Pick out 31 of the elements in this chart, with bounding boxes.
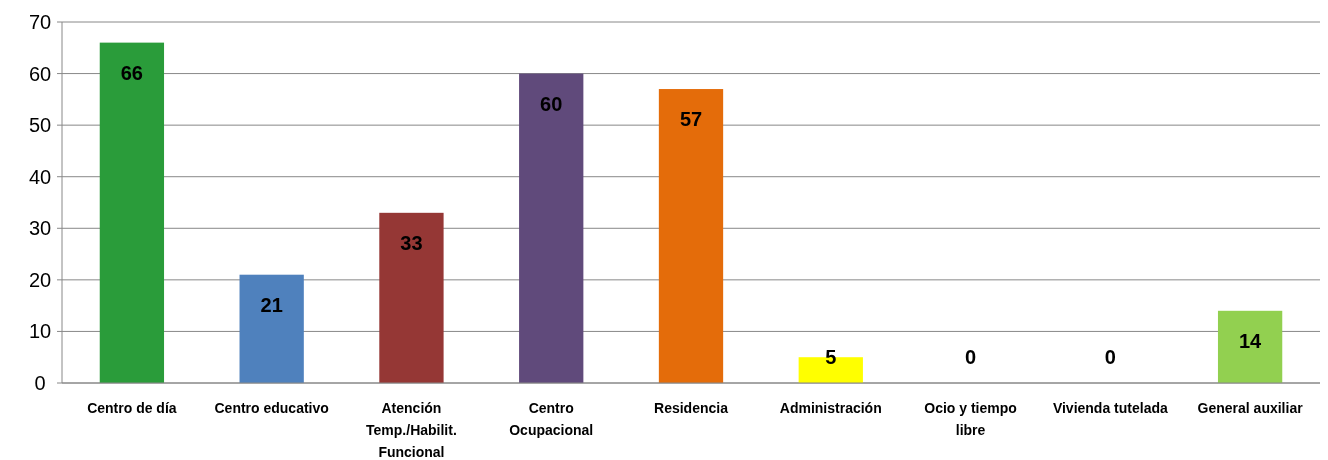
x-tick-label: Residencia	[654, 399, 729, 416]
y-tick-label: 70	[28, 11, 52, 33]
y-tick-label: 40	[28, 165, 52, 188]
data-label: 21	[260, 293, 283, 316]
x-tick-label: Centro Ocupacional	[509, 399, 594, 438]
y-tick-label: 20	[28, 268, 52, 291]
y-tick-label: 10	[28, 320, 52, 343]
y-tick-label: 0	[34, 372, 46, 394]
data-label: 60	[540, 92, 563, 115]
bar	[99, 42, 165, 383]
x-tick-label: Ocio y tiempo libre	[924, 399, 1017, 438]
data-label: 0	[1104, 346, 1116, 368]
bar	[379, 212, 444, 383]
x-tick-label: Atención Temp./Habilit. Funcional	[366, 399, 457, 460]
bar	[519, 73, 584, 383]
y-tick-label: 30	[28, 217, 52, 240]
y-tick-label: 50	[28, 114, 52, 137]
x-tick-label: Administración	[779, 399, 882, 416]
bar	[658, 89, 724, 383]
x-tick-label: Vivienda tutelada	[1052, 399, 1168, 416]
y-tick-label: 60	[28, 62, 52, 85]
data-label: 57	[679, 108, 703, 131]
bar	[1217, 310, 1283, 383]
x-tick-label: General auxiliar	[1197, 399, 1304, 416]
bar	[239, 274, 304, 383]
data-label: 66	[120, 61, 144, 84]
x-tick-label: Centro educativo	[214, 399, 329, 416]
data-label: 0	[964, 346, 977, 368]
x-tick-label: Centro de día	[87, 399, 177, 416]
data-label: 33	[400, 231, 423, 254]
data-label: 14	[1238, 329, 1263, 352]
